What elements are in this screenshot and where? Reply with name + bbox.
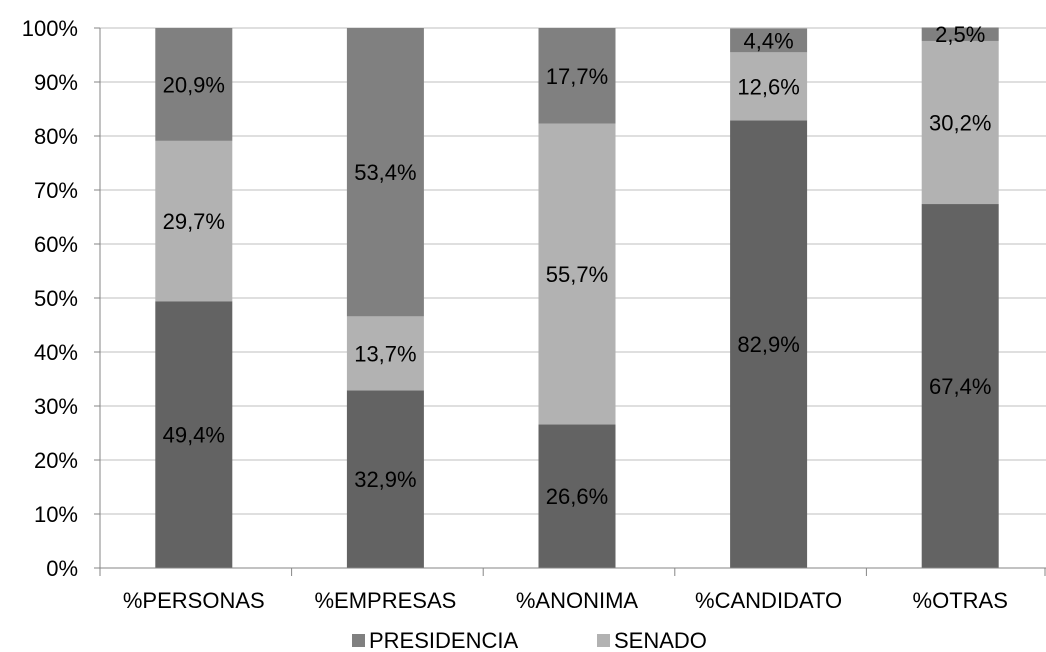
y-tick-label: 30%	[34, 394, 78, 419]
x-tick-label: %ANONIMA	[516, 588, 639, 613]
data-label: 67,4%	[929, 374, 991, 399]
bar-segment	[155, 301, 233, 568]
legend: PRESIDENCIA SENADO	[352, 628, 707, 652]
data-label: 20,9%	[163, 72, 225, 97]
bar-segment	[538, 28, 616, 124]
x-tick-label: %PERSONAS	[123, 588, 265, 613]
y-tick-label: 10%	[34, 502, 78, 527]
y-tick-label: 0%	[46, 556, 78, 581]
data-label: 49,4%	[163, 423, 225, 448]
bar-segment	[346, 28, 424, 317]
x-tick-label: %OTRAS	[913, 588, 1008, 613]
y-tick-label: 90%	[34, 70, 78, 95]
bar-segment	[155, 28, 233, 141]
x-tick-label: %CANDIDATO	[695, 588, 842, 613]
bar-segment	[730, 120, 808, 568]
data-label: 30,2%	[929, 111, 991, 136]
y-tick-label: 20%	[34, 448, 78, 473]
data-label: 55,7%	[546, 262, 608, 287]
x-axis-tick-labels: %PERSONAS %EMPRESAS %ANONIMA %CANDIDATO %OTR…	[123, 588, 1008, 613]
data-label: 2,5%	[935, 22, 985, 47]
y-tick-label: 70%	[34, 178, 78, 203]
data-label: 12,6%	[737, 74, 799, 99]
legend-swatch	[352, 634, 365, 647]
y-tick-label: 100%	[22, 16, 78, 41]
legend-swatch	[597, 634, 610, 647]
y-tick-label: 50%	[34, 286, 78, 311]
y-tick-label: 40%	[34, 340, 78, 365]
y-tick-label: 60%	[34, 232, 78, 257]
data-label: 32,9%	[354, 467, 416, 492]
bar-segment	[730, 28, 808, 53]
bar-segment	[538, 424, 616, 568]
bar-segment	[538, 123, 616, 425]
bar-segment	[346, 316, 424, 391]
data-label: 13,7%	[354, 341, 416, 366]
bar-segment	[730, 52, 808, 121]
bar-segment	[346, 390, 424, 568]
data-label: 4,4%	[744, 28, 794, 53]
legend-label: PRESIDENCIA	[369, 628, 518, 652]
axes	[94, 27, 1046, 576]
data-label: 26,6%	[546, 484, 608, 509]
data-label: 82,9%	[737, 332, 799, 357]
y-axis-tick-labels: 0% 10% 20% 30% 40% 50% 60% 70% 80% 90% 100%	[22, 16, 78, 581]
bar-segment	[155, 140, 233, 302]
bar-segment	[921, 40, 999, 205]
data-label: 53,4%	[354, 160, 416, 185]
data-label: 17,7%	[546, 64, 608, 89]
legend-label: SENADO	[614, 628, 707, 652]
bar-segment	[921, 27, 999, 41]
bar-segment	[921, 204, 999, 569]
x-tick-label: %EMPRESAS	[314, 588, 456, 613]
data-labels: 49,4% 29,7% 20,9% 32,9% 13,7% 53,4% 26,6% 55,7%…	[163, 22, 992, 509]
data-label: 29,7%	[163, 209, 225, 234]
bars	[155, 27, 999, 569]
y-tick-label: 80%	[34, 124, 78, 149]
